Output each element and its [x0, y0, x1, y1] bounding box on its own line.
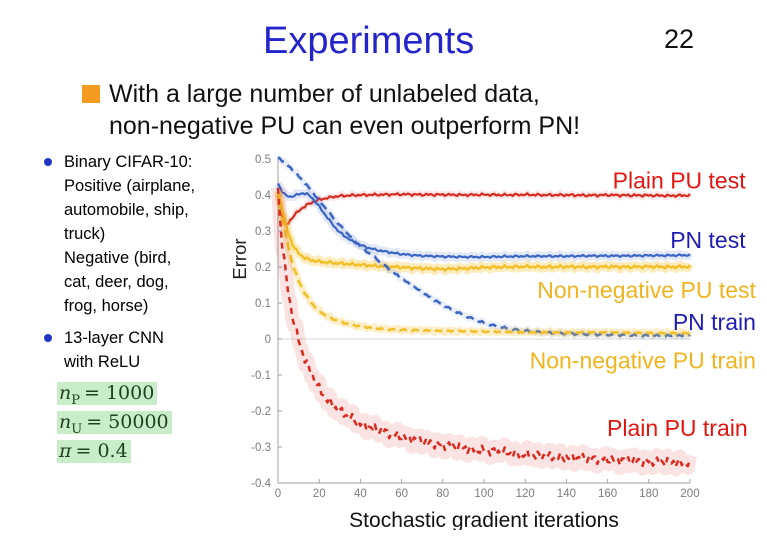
svg-text:20: 20: [313, 488, 326, 500]
series-label-pn-test: PN test: [670, 227, 746, 253]
svg-text:0.2: 0.2: [255, 262, 271, 274]
svg-text:60: 60: [395, 488, 408, 500]
math-line-nu: nU = 50000: [57, 410, 254, 437]
math-line-np: nP = 1000: [57, 382, 254, 408]
side-note-model: 13-layer CNN with ReLU: [44, 326, 254, 374]
svg-text:120: 120: [516, 488, 535, 500]
side-note-model-text: 13-layer CNN with ReLU: [64, 329, 164, 371]
math-block: nP = 1000 nU = 50000 π = 0.4: [57, 382, 254, 465]
series-label-pn-train: PN train: [673, 309, 756, 335]
math-line-pi: π = 0.4: [57, 439, 254, 466]
page-number: 22: [664, 24, 695, 54]
svg-text:40: 40: [354, 488, 367, 500]
svg-text:100: 100: [474, 488, 493, 500]
main-bullet-line1: With a large number of unlabeled data,: [109, 80, 540, 108]
svg-text:200: 200: [680, 488, 699, 500]
svg-text:0.3: 0.3: [255, 226, 271, 238]
svg-text:0: 0: [275, 488, 281, 500]
series-label-non-negative-pu-test: Non-negative PU test: [537, 277, 756, 303]
svg-text:-0.2: -0.2: [251, 406, 271, 418]
svg-text:80: 80: [436, 488, 449, 500]
svg-text:0: 0: [265, 334, 271, 346]
main-bullet-text: With a large number of unlabeled data, n…: [109, 78, 580, 142]
main-bullet: With a large number of unlabeled data, n…: [82, 78, 742, 142]
svg-text:Stochastic gradient iterations: Stochastic gradient iterations: [349, 509, 619, 530]
svg-text:160: 160: [598, 488, 617, 500]
svg-text:-0.1: -0.1: [251, 370, 271, 382]
side-notes: Binary CIFAR-10: Positive (airplane, aut…: [44, 150, 254, 468]
bullet-dot-icon: [44, 158, 52, 166]
series-label-plain-pu-train: Plain PU train: [607, 415, 748, 441]
error-chart: 0 20 40 60 80 100 120 140 160 180 200 0.5 0.4 0.3 0.2 0…: [230, 154, 757, 530]
svg-text:-0.3: -0.3: [251, 442, 271, 454]
svg-text:0.4: 0.4: [255, 190, 272, 202]
svg-text:-0.4: -0.4: [251, 478, 271, 490]
bullet-dot-icon: [44, 334, 52, 342]
slide-title: Experiments: [263, 20, 475, 62]
series-label-non-negative-pu-train: Non-negative PU train: [530, 348, 756, 374]
svg-text:180: 180: [639, 488, 658, 500]
svg-text:0.5: 0.5: [255, 154, 271, 166]
svg-text:Error: Error: [230, 238, 250, 279]
svg-text:140: 140: [557, 488, 576, 500]
side-note-dataset: Binary CIFAR-10: Positive (airplane, aut…: [44, 150, 254, 318]
series-label-plain-pu-test: Plain PU test: [613, 168, 747, 194]
orange-square-bullet-icon: [82, 85, 100, 103]
side-note-dataset-text: Binary CIFAR-10: Positive (airplane, aut…: [64, 153, 196, 315]
main-bullet-line2: non-negative PU can even outperform PN!: [109, 112, 581, 140]
svg-text:0.1: 0.1: [255, 298, 271, 310]
